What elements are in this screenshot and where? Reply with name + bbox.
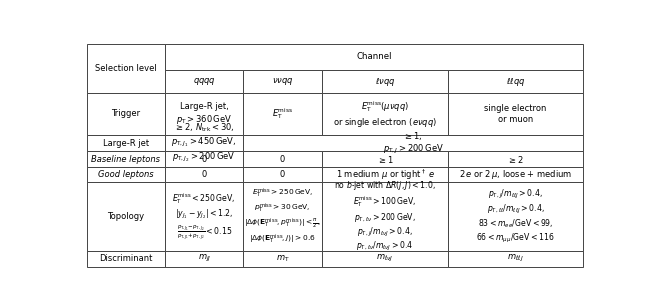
Bar xyxy=(165,93,244,135)
Bar xyxy=(87,151,165,167)
Text: Large-R jet,
$p_{\mathrm{T}} > 360\,\mathrm{GeV}$: Large-R jet, $p_{\mathrm{T}} > 360\,\mat… xyxy=(176,102,232,126)
Bar xyxy=(87,93,165,135)
Bar xyxy=(244,135,582,151)
Text: $E_{\mathrm{T}}^{\mathrm{miss}} < 250\,\mathrm{GeV},$
$|y_{J_1} - y_{J_2}| < 1.2: $E_{\mathrm{T}}^{\mathrm{miss}} < 250\,\… xyxy=(172,191,236,242)
Bar xyxy=(448,93,582,135)
Text: 0: 0 xyxy=(202,170,207,179)
Bar xyxy=(87,135,165,151)
Bar xyxy=(165,182,244,251)
Text: Selection level: Selection level xyxy=(95,64,157,73)
Bar xyxy=(244,182,322,251)
Bar xyxy=(448,70,582,93)
Bar xyxy=(448,251,582,267)
Text: single electron
or muon: single electron or muon xyxy=(485,104,547,124)
Text: 0: 0 xyxy=(280,170,285,179)
Bar xyxy=(244,70,322,93)
Bar xyxy=(87,251,165,267)
Text: $\geq 1$: $\geq 1$ xyxy=(377,153,393,164)
Text: Channel: Channel xyxy=(356,52,392,61)
Text: $m_{JJ}$: $m_{JJ}$ xyxy=(197,253,211,264)
Bar xyxy=(87,44,165,93)
Bar xyxy=(165,70,244,93)
Text: Trigger: Trigger xyxy=(111,109,140,118)
Bar xyxy=(87,182,165,251)
Bar xyxy=(448,151,582,167)
Bar xyxy=(322,251,448,267)
Text: $2\,e$ or $2\,\mu$, loose + medium: $2\,e$ or $2\,\mu$, loose + medium xyxy=(459,168,572,181)
Text: Baseline leptons: Baseline leptons xyxy=(91,155,161,163)
Bar xyxy=(165,135,244,151)
Bar xyxy=(165,251,244,267)
Bar xyxy=(165,151,244,167)
Bar xyxy=(322,182,448,251)
Bar xyxy=(322,70,448,93)
Text: 0: 0 xyxy=(280,155,285,163)
Bar xyxy=(244,93,322,135)
Bar xyxy=(244,167,322,182)
Bar xyxy=(165,167,244,182)
Text: Topology: Topology xyxy=(107,212,144,221)
Text: Discriminant: Discriminant xyxy=(99,254,153,263)
Text: $\geq 2$: $\geq 2$ xyxy=(507,153,524,164)
Bar xyxy=(87,167,165,182)
Bar xyxy=(165,44,582,70)
Bar xyxy=(244,151,322,167)
Text: $\ell\ell qq$: $\ell\ell qq$ xyxy=(506,76,525,88)
Text: Large-R jet: Large-R jet xyxy=(103,138,149,148)
Bar xyxy=(448,182,582,251)
Bar xyxy=(244,251,322,267)
Text: $m_{\mathrm{T}}$: $m_{\mathrm{T}}$ xyxy=(276,253,289,264)
Text: $p_{\mathrm{T},J}/m_{\ell\ell J} > 0.4,$
$p_{\mathrm{T},\ell\ell}/m_{\ell\ell J}: $p_{\mathrm{T},J}/m_{\ell\ell J} > 0.4,$… xyxy=(476,188,554,245)
Text: $E_{\mathrm{T}}^{\mathrm{miss}}(\mu\nu qq)$
or single electron $(\mathit{e\nu qq: $E_{\mathrm{T}}^{\mathrm{miss}}(\mu\nu q… xyxy=(333,99,437,129)
Text: $\ell\nu qq$: $\ell\nu qq$ xyxy=(375,76,395,88)
Text: $m_{\ell\nu J}$: $m_{\ell\nu J}$ xyxy=(376,253,394,264)
Text: $E_{\mathrm{T}}^{\mathrm{miss}}$: $E_{\mathrm{T}}^{\mathrm{miss}}$ xyxy=(272,106,293,121)
Bar xyxy=(448,167,582,182)
Text: $\nu\nu qq$: $\nu\nu qq$ xyxy=(272,76,293,87)
Text: $\geq 2,\,N_{\mathrm{trk}} < 30,$
$p_{\mathrm{T},J_1} > 450\,\mathrm{GeV},$
$p_{: $\geq 2,\,N_{\mathrm{trk}} < 30,$ $p_{\m… xyxy=(172,122,237,164)
Text: $m_{\ell\ell J}$: $m_{\ell\ell J}$ xyxy=(507,253,524,264)
Bar xyxy=(322,167,448,182)
Text: Good leptons: Good leptons xyxy=(98,170,153,179)
Text: 1 medium $\mu$ or tight$^\dagger$ $e$: 1 medium $\mu$ or tight$^\dagger$ $e$ xyxy=(336,167,434,181)
Bar xyxy=(322,93,448,135)
Text: 0: 0 xyxy=(202,155,207,163)
Text: no $b$-jet with $\Delta R(j,J) < 1.0,$
$E_{\mathrm{T}}^{\mathrm{miss}} > 100\,\m: no $b$-jet with $\Delta R(j,J) < 1.0,$ $… xyxy=(334,179,436,253)
Text: $qqqq$: $qqqq$ xyxy=(193,76,215,87)
Text: $\geq 1,$
$p_{\mathrm{T},J} > 200\,\mathrm{GeV}$: $\geq 1,$ $p_{\mathrm{T},J} > 200\,\math… xyxy=(383,130,443,156)
Bar xyxy=(322,151,448,167)
Text: $E_{\mathrm{T}}^{\mathrm{miss}} > 250\,\mathrm{GeV},$
$p_{\mathrm{T}}^{\mathrm{m: $E_{\mathrm{T}}^{\mathrm{miss}} > 250\,\… xyxy=(244,187,321,246)
